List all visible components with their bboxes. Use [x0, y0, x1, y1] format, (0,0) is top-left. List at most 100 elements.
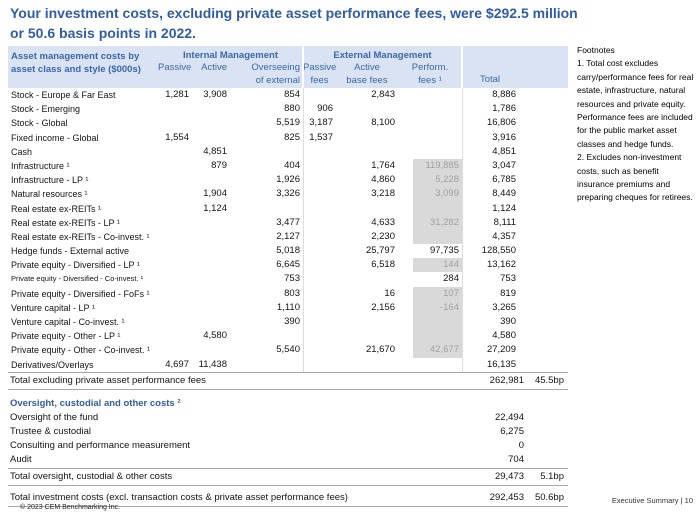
row-label: Venture capital - Co-invest. ¹	[11, 317, 125, 327]
cell-internal-active: 1,904	[203, 188, 227, 200]
cell-internal-active	[192, 258, 230, 272]
table-row: Private equity - Diversified - FoFs ¹ 80…	[8, 286, 568, 301]
cell-external-active-base-fees: 6,518	[371, 259, 395, 271]
cell-internal-active	[192, 301, 230, 315]
column-divider-right	[462, 88, 463, 372]
total-oversight-label: Total oversight, custodial & other costs	[10, 470, 173, 482]
cell-internal-active	[192, 315, 230, 329]
cell-external-passive-fees	[303, 244, 336, 258]
cell-external-passive-fees: 3,187	[309, 117, 333, 129]
cell-external-active-base-fees	[336, 358, 398, 372]
oversight-row: Oversight of the fund 22,494	[8, 411, 568, 425]
page-title-line2: or 50.6 basis points in 2022.	[10, 24, 196, 41]
row-label: Hedge funds - External active	[11, 246, 130, 257]
total-excluding-bp: 45.5bp	[534, 374, 564, 386]
oversight-row-value: 704	[508, 454, 524, 466]
cell-internal-active: 4,851	[203, 145, 227, 157]
table-row: Cash 4,851 4,851	[8, 145, 568, 159]
cell-bp	[518, 301, 568, 315]
cell-external-active-base-fees: 8,100	[371, 117, 395, 129]
total-excluding-row: Total excluding private asset performanc…	[8, 371, 568, 390]
cell-bp	[518, 202, 568, 216]
cell-external-active-base-fees	[336, 145, 398, 159]
footnotes-title: Footnotes	[577, 45, 615, 55]
cell-total: 1,786	[492, 103, 516, 115]
total-oversight-row: Total oversight, custodial & other costs…	[8, 467, 568, 486]
cell-bp	[518, 145, 568, 159]
cell-internal-active	[192, 116, 230, 130]
cell-internal-passive	[158, 272, 192, 286]
cell-external-active-base-fees: 2,843	[371, 89, 395, 100]
header-col-total: Total	[479, 74, 501, 85]
cell-overseeing-external: 6,645	[276, 259, 300, 271]
cell-overseeing-external	[230, 358, 303, 372]
cell-external-passive-fees	[303, 88, 336, 102]
cell-external-active-base-fees: 21,670	[365, 344, 395, 356]
header-col-overseeing: Overseeing of external	[251, 62, 300, 86]
row-label: Private equity - Diversified - FoFs ¹	[11, 288, 150, 299]
cell-total: 13,162	[486, 259, 516, 271]
cell-internal-passive	[158, 116, 192, 130]
cell-total: 753	[500, 273, 516, 285]
cell-total: 27,209	[486, 344, 516, 356]
row-label: Natural resources ¹	[11, 189, 88, 200]
cell-performance-fees: 3,099	[398, 187, 462, 202]
cell-internal-passive	[158, 315, 192, 329]
oversight-row: Trustee & custodial 6,275	[8, 425, 568, 439]
cell-overseeing-external: 854	[284, 89, 300, 100]
cell-bp	[518, 272, 568, 286]
copyright-notice: © 2023 CEM Benchmarking Inc.	[20, 504, 121, 511]
cell-internal-passive	[158, 145, 192, 159]
cell-overseeing-external: 390	[284, 316, 300, 327]
page-title: Your investment costs, excluding private…	[10, 4, 696, 43]
row-label: Cash	[11, 146, 33, 157]
cell-overseeing-external: 1,110	[276, 301, 300, 313]
cell-performance-fees	[398, 102, 462, 116]
cell-performance-fees: 42,677	[398, 343, 462, 358]
cell-external-passive-fees	[303, 272, 336, 286]
grand-total-bp: 50.6bp	[534, 491, 564, 503]
row-label: Private equity - Other - LP ¹	[11, 331, 121, 342]
cell-performance-fees	[398, 131, 462, 145]
header-group-external: External Management	[333, 50, 432, 61]
table-row: Natural resources ¹ 1,904 3,326 3,218 3,…	[8, 187, 568, 202]
cell-internal-passive	[158, 343, 192, 357]
cell-internal-passive	[158, 187, 192, 201]
cell-external-passive-fees: 906	[317, 103, 333, 115]
cell-overseeing-external: 753	[284, 273, 300, 285]
cell-external-passive-fees	[303, 358, 336, 372]
cell-overseeing-external: 3,477	[276, 216, 300, 228]
cell-internal-passive	[158, 329, 192, 343]
oversight-row-label: Trustee & custodial	[10, 425, 91, 437]
cell-internal-passive	[158, 202, 192, 216]
cell-internal-passive: 4,697	[165, 358, 189, 370]
row-label: Stock - Europe & Far East	[11, 90, 116, 100]
cell-performance-fees	[398, 329, 462, 344]
cell-external-passive-fees	[303, 287, 336, 301]
cell-internal-passive	[158, 159, 192, 173]
cell-overseeing-external: 825	[284, 131, 300, 143]
cell-internal-passive	[158, 102, 192, 116]
cell-total: 3,265	[492, 301, 516, 313]
total-excluding-label: Total excluding private asset performanc…	[10, 374, 206, 386]
cell-external-active-base-fees: 2,156	[371, 301, 395, 313]
cell-external-passive-fees	[303, 216, 336, 230]
cell-total: 8,111	[493, 216, 516, 228]
grand-total-label: Total investment costs (excl. transactio…	[10, 491, 348, 503]
total-oversight-bp: 5.1bp	[540, 470, 564, 482]
cell-external-active-base-fees: 4,860	[371, 174, 395, 186]
cell-total: 390	[500, 316, 516, 327]
table-row: Hedge funds - External active 5,018 25,7…	[8, 244, 568, 258]
cell-internal-active: 11,438	[198, 358, 227, 370]
cell-external-passive-fees	[303, 202, 336, 216]
table-row: Infrastructure - LP ¹ 1,926 4,860 5,228 …	[8, 173, 568, 188]
cell-bp	[518, 329, 568, 343]
cell-bp	[518, 102, 568, 116]
cell-external-passive-fees	[303, 173, 336, 187]
header-col-active-base-fees: Active base fees	[346, 62, 388, 86]
header-row-label-line1: Asset management costs by	[11, 51, 140, 62]
cell-overseeing-external: 880	[284, 103, 300, 115]
cell-external-active-base-fees: 2,230	[371, 230, 395, 242]
cell-overseeing-external: 803	[284, 287, 300, 299]
header-group-internal: Internal Management	[182, 50, 279, 61]
